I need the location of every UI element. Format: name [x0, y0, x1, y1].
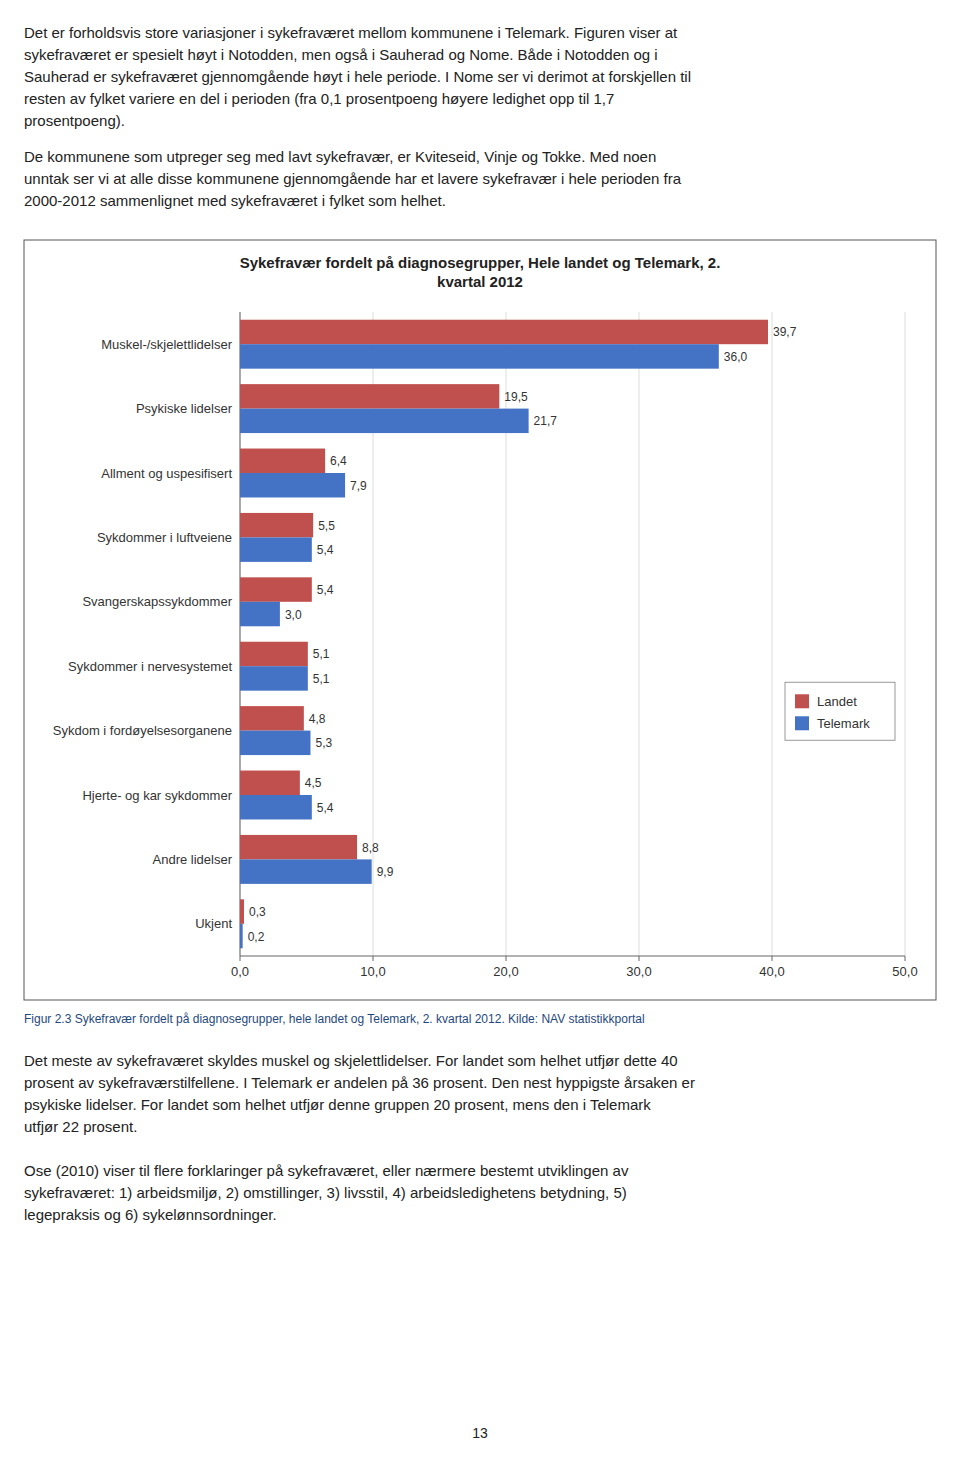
paragraph: Det er forholdsvis store variasjoner i s…	[24, 22, 691, 132]
category-label: Sykdommer i luftveiene	[97, 530, 232, 545]
text-line: prosent av sykefraværstilfellene. I Tele…	[24, 1072, 695, 1094]
chart-frame	[24, 240, 936, 1000]
data-label: 6,4	[330, 454, 347, 468]
text-line: psykiske lidelser. For landet som helhet…	[24, 1094, 695, 1116]
category-label: Andre lidelser	[153, 852, 233, 867]
text-line: De kommunene som utpreger seg med lavt s…	[24, 146, 681, 168]
tick-label: 0,0	[231, 964, 249, 979]
category-label: Psykiske lidelser	[136, 401, 233, 416]
title-line: Sykefravær fordelt på diagnosegrupper, H…	[240, 254, 721, 271]
data-label: 5,4	[317, 801, 334, 815]
data-label: 7,9	[350, 479, 367, 493]
data-label: 5,4	[317, 543, 334, 557]
text-line: Ose (2010) viser til flere forklaringer …	[24, 1160, 628, 1182]
legend-label: Telemark	[817, 716, 870, 731]
paragraph: De kommunene som utpreger seg med lavt s…	[24, 146, 681, 212]
title-line: kvartal 2012	[437, 273, 523, 290]
tick-mark	[639, 956, 640, 961]
data-label: 5,1	[313, 647, 330, 661]
data-label: 9,9	[377, 865, 394, 879]
tick-mark	[905, 956, 906, 961]
bar	[240, 513, 313, 537]
text-line: 2000-2012 sammenlignet med sykefraværet …	[24, 190, 681, 212]
text-line: Det er forholdsvis store variasjoner i s…	[24, 22, 691, 44]
bar	[240, 449, 325, 473]
legend-frame	[785, 682, 895, 740]
category-label: Ukjent	[195, 916, 232, 931]
category-label: Muskel-/skjelettlidelser	[101, 337, 232, 352]
data-label: 4,5	[305, 776, 322, 790]
legend-swatch	[795, 694, 809, 708]
data-label: 4,8	[309, 712, 326, 726]
title: Sykefravær fordelt på diagnosegrupper, H…	[240, 254, 721, 290]
bar	[240, 602, 280, 626]
bar	[240, 384, 499, 408]
category-label: Hjerte- og kar sykdommer	[82, 788, 232, 803]
tick-label: 10,0	[360, 964, 385, 979]
tick-label: 20,0	[493, 964, 518, 979]
bar	[240, 473, 345, 497]
bar	[240, 924, 243, 948]
data-label: 5,3	[315, 736, 332, 750]
data-label: 36,0	[724, 350, 748, 364]
caption: Figur 2.3 Sykefravær fordelt på diagnose…	[24, 1012, 645, 1026]
x-axis	[240, 956, 905, 957]
bar	[240, 899, 244, 923]
text-line: Det meste av sykefraværet skyldes muskel…	[24, 1050, 695, 1072]
legend-swatch	[795, 716, 809, 730]
data-label: 39,7	[773, 325, 797, 339]
tick-mark	[373, 956, 374, 961]
category-label: Svangerskapssykdommer	[82, 594, 232, 609]
page-number: 13	[0, 1425, 960, 1441]
data-label: 0,2	[248, 930, 265, 944]
text-line: unntak ser vi at alle disse kommunene gj…	[24, 168, 681, 190]
bar	[240, 409, 529, 433]
category-label: Allment og uspesifisert	[101, 466, 232, 481]
bar	[240, 537, 312, 561]
data-label: 3,0	[285, 608, 302, 622]
data-label: 5,5	[318, 519, 335, 533]
data-label: 21,7	[534, 414, 558, 428]
text-line: Sauherad er sykefraværet gjennomgående h…	[24, 66, 691, 88]
tick-mark	[772, 956, 773, 961]
text-line: utfjør 22 prosent.	[24, 1116, 695, 1138]
bar	[240, 344, 719, 368]
tick-mark	[506, 956, 507, 961]
bar	[240, 577, 312, 601]
tick-label: 50,0	[892, 964, 917, 979]
grid-line	[905, 312, 906, 956]
bar	[240, 706, 304, 730]
bar	[240, 731, 310, 755]
data-label: 0,3	[249, 905, 266, 919]
text-line: prosentpoeng).	[24, 110, 691, 132]
text-line: sykefraværet er spesielt høyt i Notodden…	[24, 44, 691, 66]
text-line: sykefraværet: 1) arbeidsmiljø, 2) omstil…	[24, 1182, 628, 1204]
data-label: 5,1	[313, 672, 330, 686]
bar	[240, 320, 768, 344]
bar	[240, 642, 308, 666]
data-label: 8,8	[362, 841, 379, 855]
paragraph: Ose (2010) viser til flere forklaringer …	[24, 1160, 628, 1226]
grid-line	[772, 312, 773, 956]
bars	[240, 320, 768, 949]
category-label: Sykdommer i nervesystemet	[68, 659, 232, 674]
tick-label: 40,0	[759, 964, 784, 979]
tick-mark	[240, 956, 241, 961]
paragraph: Det meste av sykefraværet skyldes muskel…	[24, 1050, 695, 1138]
data-label: 19,5	[504, 390, 528, 404]
legend-label: Landet	[817, 694, 857, 709]
text-line: legepraksis og 6) sykelønnsordninger.	[24, 1204, 628, 1226]
legend: Landet Telemark	[785, 682, 895, 740]
bar	[240, 835, 357, 859]
chart: Sykefravær fordelt på diagnosegrupper, H…	[0, 0, 960, 1468]
data-label: 5,4	[317, 583, 334, 597]
tick-label: 30,0	[626, 964, 651, 979]
bar	[240, 795, 312, 819]
category-label: Sykdom i fordøyelsesorganene	[53, 723, 232, 738]
grid-line	[639, 312, 640, 956]
bar	[240, 859, 372, 883]
bar	[240, 771, 300, 795]
text-line: resten av fylket variere en del i period…	[24, 88, 691, 110]
bar	[240, 666, 308, 690]
